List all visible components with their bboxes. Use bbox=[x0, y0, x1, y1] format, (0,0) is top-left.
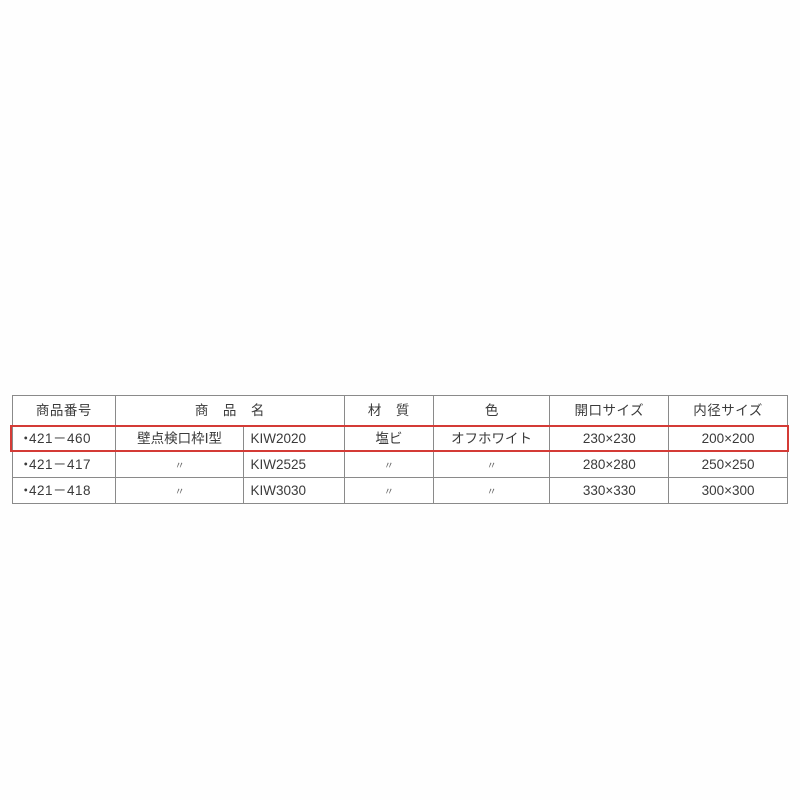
cell-model: KIW3030 bbox=[244, 478, 345, 504]
cell-color: 〃 bbox=[433, 478, 550, 504]
cell-opening: 280×280 bbox=[550, 452, 669, 478]
col-name: 商 品 名 bbox=[115, 396, 344, 426]
cell-desc: 〃 bbox=[115, 452, 244, 478]
table-row: ・421－418 〃 KIW3030 〃 〃 330×330 300×300 bbox=[13, 478, 788, 504]
ditto-icon: 〃 bbox=[175, 487, 185, 498]
col-opening: 開口サイズ bbox=[550, 396, 669, 426]
page: 商品番号 商 品 名 材 質 色 開口サイズ 内径サイズ ・421－460 壁点… bbox=[0, 0, 800, 800]
cell-material: 〃 bbox=[345, 478, 434, 504]
cell-part-no: ・421－418 bbox=[13, 478, 116, 504]
cell-model: KIW2525 bbox=[244, 452, 345, 478]
spec-table-wrap: 商品番号 商 品 名 材 質 色 開口サイズ 内径サイズ ・421－460 壁点… bbox=[12, 395, 788, 504]
table-header-row: 商品番号 商 品 名 材 質 色 開口サイズ 内径サイズ bbox=[13, 396, 788, 426]
cell-inner: 250×250 bbox=[669, 452, 788, 478]
ditto-icon: 〃 bbox=[175, 461, 185, 472]
cell-opening: 230×230 bbox=[550, 426, 669, 452]
part-no-text: 421－417 bbox=[29, 457, 91, 472]
ditto-icon: 〃 bbox=[487, 461, 497, 472]
ditto-icon: 〃 bbox=[384, 461, 394, 472]
cell-part-no: ・421－417 bbox=[13, 452, 116, 478]
table-row: ・421－417 〃 KIW2525 〃 〃 280×280 250×250 bbox=[13, 452, 788, 478]
cell-material: 〃 bbox=[345, 452, 434, 478]
table-body: ・421－460 壁点検口枠Ⅰ型 KIW2020 塩ビ オフホワイト 230×2… bbox=[13, 426, 788, 504]
part-no-text: 421－418 bbox=[29, 483, 91, 498]
cell-material: 塩ビ bbox=[345, 426, 434, 452]
table-row: ・421－460 壁点検口枠Ⅰ型 KIW2020 塩ビ オフホワイト 230×2… bbox=[13, 426, 788, 452]
cell-desc: 壁点検口枠Ⅰ型 bbox=[115, 426, 244, 452]
bullet-icon: ・ bbox=[19, 432, 29, 446]
part-no-text: 421－460 bbox=[29, 431, 91, 446]
cell-inner: 300×300 bbox=[669, 478, 788, 504]
cell-color: オフホワイト bbox=[433, 426, 550, 452]
ditto-icon: 〃 bbox=[384, 487, 394, 498]
cell-inner: 200×200 bbox=[669, 426, 788, 452]
bullet-icon: ・ bbox=[19, 484, 29, 498]
cell-opening: 330×330 bbox=[550, 478, 669, 504]
spec-table: 商品番号 商 品 名 材 質 色 開口サイズ 内径サイズ ・421－460 壁点… bbox=[12, 395, 788, 504]
bullet-icon: ・ bbox=[19, 458, 29, 472]
ditto-icon: 〃 bbox=[487, 487, 497, 498]
col-part-no: 商品番号 bbox=[13, 396, 116, 426]
cell-model: KIW2020 bbox=[244, 426, 345, 452]
cell-desc: 〃 bbox=[115, 478, 244, 504]
col-material: 材 質 bbox=[345, 396, 434, 426]
cell-part-no: ・421－460 bbox=[13, 426, 116, 452]
col-color: 色 bbox=[433, 396, 550, 426]
col-inner: 内径サイズ bbox=[669, 396, 788, 426]
cell-color: 〃 bbox=[433, 452, 550, 478]
